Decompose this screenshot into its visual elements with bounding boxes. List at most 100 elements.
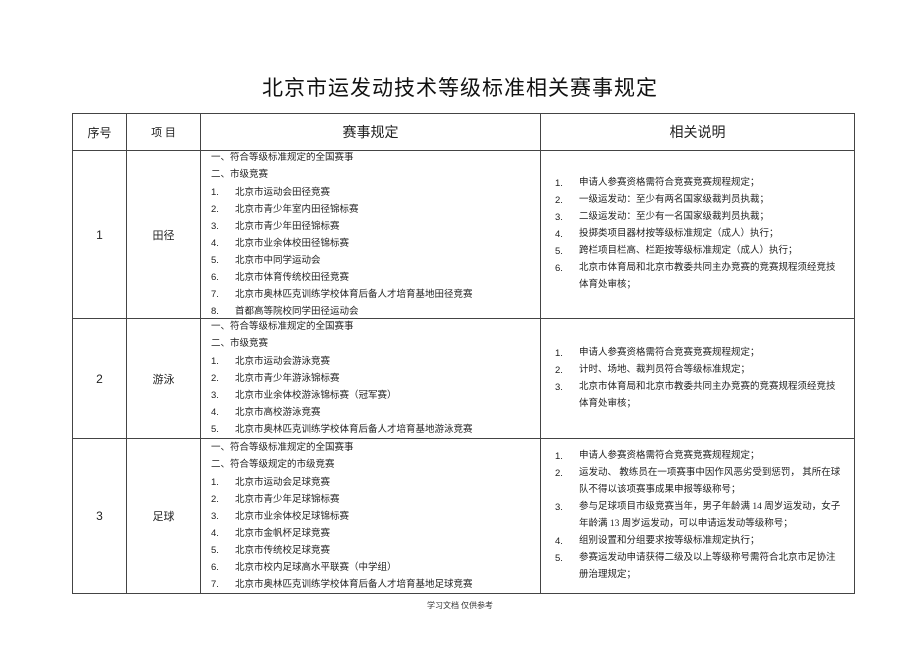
rule-item: 二、市级竞赛 [201, 167, 540, 184]
rule-number: 2. [211, 203, 219, 215]
rule-number: 5. [211, 544, 219, 556]
rule-text: 首都高等院校同学田径运动会 [235, 306, 359, 317]
rule-item: 二、符合等级规定的市级竞赛 [201, 457, 540, 474]
rule-item: 6. 北京市体育传统校田径竞赛 [201, 269, 540, 286]
rule-item: 4. 北京市高校游泳竞赛 [201, 404, 540, 421]
note-item: 3. 北京市体育局和北京市教委共同主办竞赛的竞赛规程须经竞技体育处审核； [541, 379, 854, 413]
note-number: 2. [555, 195, 563, 206]
rule-item: 2. 北京市青少年室内田径锦标赛 [201, 201, 540, 218]
note-item: 2. 一级运发动：至少有两名国家级裁判员执裁； [541, 192, 854, 209]
rule-item: 5. 北京市传统校足球竞赛 [201, 542, 540, 559]
note-item: 1. 申请人参赛资格需符合竞赛竞赛规程规定； [541, 448, 854, 465]
note-number: 5. [555, 553, 563, 564]
rule-text: 北京市青少年游泳锦标赛 [235, 374, 340, 384]
note-text: 申请人参赛资格需符合竞赛竞赛规程规定； [579, 451, 760, 461]
rule-text: 北京市业余体校足球锦标赛 [235, 511, 350, 522]
rule-number: 3. [211, 510, 219, 522]
rule-number: 2. [211, 373, 219, 384]
rule-text: 北京市奥林匹克训练学校体育后备人才培育基地足球竞赛 [235, 579, 473, 590]
header-notes: 相关说明 [540, 113, 855, 151]
note-item: 3. 二级运发动：至少有一名国家级裁判员执裁； [541, 209, 854, 226]
rule-item: 8. 首都高等院校同学田径运动会 [201, 303, 540, 318]
rule-item: 4. 北京市金帆杯足球竞赛 [201, 525, 540, 542]
note-number: 3. [555, 212, 563, 223]
rule-text: 北京市奥林匹克训练学校体育后备人才培育基地游泳竞赛 [235, 425, 473, 435]
rule-text: 北京市青少年田径锦标赛 [235, 221, 340, 232]
sport-name: 田径 [126, 150, 201, 319]
rule-item: 2. 北京市青少年足球锦标赛 [201, 491, 540, 508]
rule-item: 4. 北京市业余体校田径锦标赛 [201, 235, 540, 252]
rule-item: 3. 北京市业余体校足球锦标赛 [201, 508, 540, 525]
rule-text: 北京市奥林匹克训练学校体育后备人才培育基地田径竞赛 [235, 289, 473, 300]
rule-item: 1. 北京市运动会足球竞赛 [201, 474, 540, 491]
note-number: 2. [555, 468, 563, 479]
rule-item: 3. 北京市业余体校游泳锦标赛（冠军赛） [201, 387, 540, 404]
note-number: 3. [555, 381, 563, 393]
rule-number: 4. [211, 527, 219, 539]
rule-item: 7. 北京市奥林匹克训练学校体育后备人才培育基地足球竞赛 [201, 576, 540, 593]
rule-item: 1. 北京市运动会游泳竞赛 [201, 353, 540, 370]
rule-number: 3. [211, 390, 219, 401]
rule-text: 北京市青少年足球锦标赛 [235, 494, 340, 505]
rule-item: 6. 北京市校内足球高水平联赛（中学组） [201, 559, 540, 576]
rule-text: 北京市青少年室内田径锦标赛 [235, 204, 359, 215]
note-text: 参赛运发动申请获得二级及以上等级称号需符合北京市足协注册治理规定； [579, 553, 836, 580]
notes-list: 1. 申请人参赛资格需符合竞赛竞赛规程规定； 2. 一级运发动：至少有两名国家级裁判员… [541, 175, 854, 294]
rule-number: 1. [211, 476, 219, 488]
rule-text: 北京市业余体校游泳锦标赛（冠军赛） [235, 391, 397, 401]
note-item: 4. 组别设置和分组要求按等级标准规定执行； [541, 533, 854, 550]
row-number: 1 [72, 150, 127, 319]
notes-list: 1. 申请人参赛资格需符合竞赛竞赛规程规定； 2. 计时、场地、裁判员符合等级标准规定… [541, 345, 854, 413]
rule-heading: 一、符合等级标准规定的全国赛事 [211, 322, 354, 332]
note-number: 1. [555, 347, 563, 359]
note-text: 运发动、 教练员在一项赛事中因作风恶劣受到惩罚， 其所在球队不得以该项赛事成果申… [579, 468, 841, 495]
rule-number: 3. [211, 220, 219, 232]
rule-number: 8. [211, 305, 219, 317]
rule-text: 北京市高校游泳竞赛 [235, 408, 321, 418]
rule-text: 北京市传统校足球竞赛 [235, 545, 331, 556]
header-rules: 赛事规定 [200, 113, 541, 151]
note-number: 4. [555, 536, 563, 547]
note-text: 一级运发动：至少有两名国家级裁判员执裁； [579, 195, 770, 205]
notes-list: 1. 申请人参赛资格需符合竞赛竞赛规程规定； 2. 运发动、 教练员在一项赛事中因作风… [541, 448, 854, 584]
rule-item: 二、市级竞赛 [201, 336, 540, 353]
table-header-row: 序号 项 目 赛事规定 相关说明 [72, 113, 855, 151]
rule-item: 1. 北京市运动会田径竞赛 [201, 184, 540, 201]
sport-name: 足球 [126, 438, 201, 594]
rule-number: 1. [211, 356, 219, 367]
events-table: 序号 项 目 赛事规定 相关说明 1 田径 一、符合等级标准规定的全国赛事 二、市… [72, 113, 855, 594]
row-number: 3 [72, 438, 127, 594]
rule-item: 一、符合等级标准规定的全国赛事 [201, 320, 540, 337]
note-number: 3. [555, 502, 563, 513]
rule-text: 北京市运动会游泳竞赛 [235, 357, 331, 367]
note-text: 跨栏项目栏高、栏距按等级标准规定（成人）执行； [579, 246, 798, 256]
rule-text: 北京市运动会足球竞赛 [235, 477, 331, 488]
rule-number: 5. [211, 424, 219, 435]
note-item: 6. 北京市体育局和北京市教委共同主办竞赛的竞赛规程须经竞技体育处审核； [541, 260, 854, 294]
footer-note: 学习文档 仅供参考 [427, 601, 493, 610]
note-number: 1. [555, 451, 563, 462]
note-item: 2. 运发动、 教练员在一项赛事中因作风恶劣受到惩罚， 其所在球队不得以该项赛事成… [541, 465, 854, 499]
note-item: 5. 参赛运发动申请获得二级及以上等级称号需符合北京市足协注册治理规定； [541, 550, 854, 584]
rule-number: 4. [211, 237, 219, 249]
note-item: 2. 计时、场地、裁判员符合等级标准规定； [541, 362, 854, 379]
rule-number: 5. [211, 254, 219, 266]
rule-item: 7. 北京市奥林匹克训练学校体育后备人才培育基地田径竞赛 [201, 286, 540, 303]
note-item: 5. 跨栏项目栏高、栏距按等级标准规定（成人）执行； [541, 243, 854, 260]
rules-list: 一、符合等级标准规定的全国赛事二、符合等级规定的市级竞赛 1. 北京市运动会足球竞赛… [201, 440, 540, 593]
rule-item: 5. 北京市中同学运动会 [201, 252, 540, 269]
rule-heading: 二、市级竞赛 [211, 169, 269, 180]
note-number: 1. [555, 178, 563, 189]
note-item: 4. 投掷类项目器材按等级标准规定（成人）执行； [541, 226, 854, 243]
table-row: 2 游泳 一、符合等级标准规定的全国赛事 二、市级竞赛 1. 北京市运动会游泳竞赛 2.… [72, 318, 855, 439]
rule-item: 一、符合等级标准规定的全国赛事 [201, 440, 540, 457]
sport-name: 游泳 [126, 318, 201, 439]
rule-number: 6. [211, 561, 219, 573]
rule-text: 北京市金帆杯足球竞赛 [235, 528, 331, 539]
rule-heading: 二、符合等级规定的市级竞赛 [211, 459, 335, 470]
note-text: 北京市体育局和北京市教委共同主办竞赛的竞赛规程须经竞技体育处审核； [579, 263, 836, 290]
rule-text: 北京市体育传统校田径竞赛 [235, 272, 350, 283]
note-number: 2. [555, 364, 563, 376]
note-text: 申请人参赛资格需符合竞赛竞赛规程规定； [579, 178, 760, 188]
rule-text: 北京市运动会田径竞赛 [235, 187, 331, 198]
